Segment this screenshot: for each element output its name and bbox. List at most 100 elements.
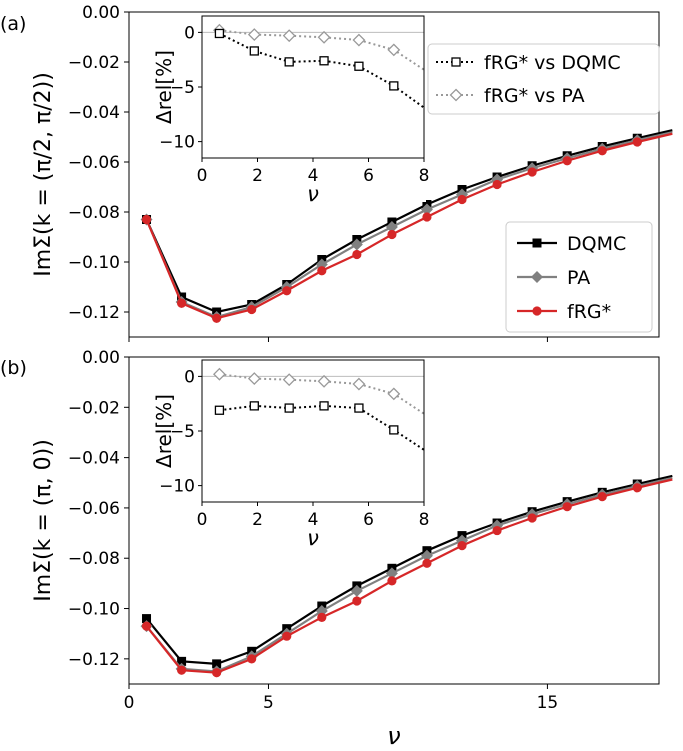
data-point [142, 614, 152, 624]
data-point [422, 212, 432, 222]
series-line-dqmc [145, 129, 673, 314]
y-tick-label: −0.06 [68, 153, 120, 173]
data-point [632, 483, 642, 493]
y-tick-label: −0.02 [68, 398, 120, 418]
x-tick-label: 0 [124, 693, 135, 713]
inset-data-point [214, 405, 225, 415]
data-point [247, 304, 257, 315]
legend-label: fRG* vs DQMC [484, 52, 621, 74]
inset-data-point [354, 61, 364, 71]
inset-x-tick-label: 2 [252, 166, 263, 186]
inset-y-tick-label: −10 [159, 133, 195, 153]
data-point [385, 567, 398, 580]
y-tick-label: −0.08 [68, 203, 120, 223]
inset-x-axis-label: ν [307, 526, 319, 550]
legend-frame [427, 43, 660, 115]
y-tick-label: −0.04 [68, 449, 120, 469]
series-line-dqmc [145, 474, 673, 665]
inset-data-point [282, 29, 296, 43]
y-tick-label: −0.04 [68, 103, 120, 123]
inset-series-0 [214, 28, 424, 109]
inset-data-point [317, 30, 331, 44]
inset-x-tick-label: 4 [308, 510, 319, 530]
inset-data-point [284, 403, 294, 413]
legend-frame [505, 221, 653, 333]
inset-x-tick-label: 8 [419, 166, 430, 186]
legend-main: DQMC PA fRG* [505, 221, 653, 333]
panel-a: 0.00 −0.02 −0.04 −0.06 −0.08 −0.10 −0.12 ImΣ(k … [0, 3, 673, 342]
y-tick-label: −0.08 [68, 549, 120, 569]
x-axis-label: ν [387, 722, 400, 750]
data-point [141, 214, 152, 225]
inset-data-point [249, 46, 259, 56]
data-point [527, 167, 537, 177]
x-tick-label: 15 [537, 693, 559, 713]
inset-background [142, 360, 426, 546]
y-tick-label: 0.00 [82, 348, 120, 368]
inset-background [142, 16, 426, 202]
inset-data-point [354, 403, 364, 413]
data-point [141, 621, 152, 631]
data-point [420, 549, 433, 562]
inset-series-1 [213, 367, 424, 415]
data-point [457, 541, 467, 551]
data-point [527, 513, 537, 523]
data-point [282, 631, 292, 641]
data-point [317, 266, 327, 276]
inset-x-tick-label: 8 [419, 510, 430, 530]
inset-data-point [319, 56, 329, 66]
inset-data-point [352, 377, 366, 391]
series-line-pa [145, 476, 673, 673]
y-tick-label: 0.00 [82, 3, 120, 23]
inset-data-point [319, 401, 329, 411]
inset-data-point [214, 28, 225, 39]
legend-marker [449, 88, 463, 102]
inset-x-tick-label: 0 [197, 166, 208, 186]
inset-y-tick-label: 0 [184, 367, 195, 387]
y-tick-label: −0.10 [68, 253, 120, 273]
data-point [457, 194, 467, 205]
data-point [247, 654, 257, 664]
inset-data-point [389, 81, 399, 91]
data-point [177, 656, 187, 666]
panel-label: (b) [0, 357, 27, 379]
series-line-frgstar [145, 132, 673, 320]
inset-series-0 [214, 401, 424, 451]
y-tick-label: −0.12 [68, 650, 120, 670]
inset-y-tick-label: 0 [184, 23, 195, 43]
data-point [422, 558, 432, 568]
data-point [317, 612, 327, 622]
inset-x-tick-label: 6 [363, 166, 374, 186]
inset-data-point [247, 28, 261, 41]
y-tick-label: −0.10 [68, 600, 120, 620]
inset-data-point [249, 401, 259, 411]
legend-label: fRG* [567, 301, 611, 323]
inset-data-point [213, 367, 226, 381]
data-point [387, 576, 397, 586]
data-point [176, 665, 187, 675]
legend-marker [532, 238, 542, 248]
series-line-pa [145, 131, 673, 319]
panel-b: 0.00 −0.02 −0.04 −0.06 −0.08 −0.10 −0.12 0 5 15 Im… [0, 348, 673, 713]
inset-data-point [389, 425, 399, 435]
data-point [176, 298, 187, 308]
legend-label: fRG* vs PA [484, 85, 585, 107]
data-point [492, 179, 502, 190]
x-tick-label: 5 [263, 693, 274, 713]
inset-y-axis-label: Δrel[%] [152, 394, 176, 468]
inset-data-point [284, 57, 294, 67]
data-point [562, 502, 572, 512]
y-axis-label: ImΣ(k = (π/2, π/2)) [31, 72, 56, 277]
series-line-frgstar [145, 478, 673, 674]
inset-y-tick-label: −5 [170, 422, 195, 442]
data-point [350, 584, 363, 597]
inset-data-point [387, 43, 401, 57]
panel-label: (a) [0, 13, 26, 35]
data-point [387, 229, 397, 240]
legend-label: PA [567, 267, 590, 289]
data-point [597, 492, 607, 502]
inset-series-1 [213, 23, 424, 71]
plot-frame [128, 356, 660, 685]
